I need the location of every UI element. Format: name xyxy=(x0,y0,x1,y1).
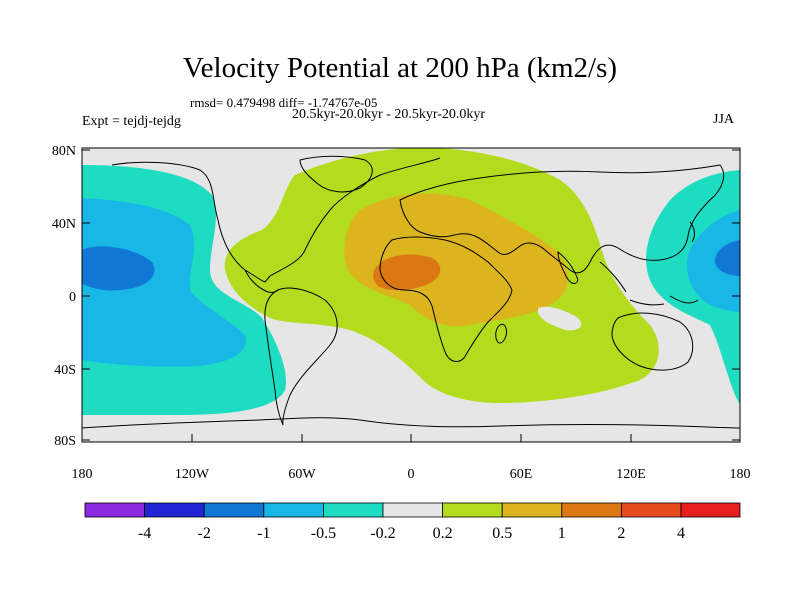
pacific-east-contour-mid xyxy=(686,210,740,312)
colorbar-box-10 xyxy=(680,502,741,518)
coast-eurasia xyxy=(399,164,725,274)
y-tick-label: 40S xyxy=(54,363,76,378)
coast-madagascar xyxy=(495,323,507,344)
colorbar-label: -0.5 xyxy=(311,525,336,542)
x-tick-label: 180 xyxy=(730,467,751,482)
coast-greenland xyxy=(299,155,373,193)
coast-australia xyxy=(611,312,694,371)
coastlines xyxy=(82,155,740,429)
africa-contour-mid xyxy=(344,193,568,327)
x-tick-label: 60W xyxy=(288,467,316,482)
x-tick-label: 60E xyxy=(510,467,533,482)
colorbar-box-1 xyxy=(144,502,205,518)
indian-ocean-contour-neutral xyxy=(538,306,582,331)
colorbar: -4 -2 -1 -0.5 -0.2 0.2 0.5 1 2 4 xyxy=(84,502,741,542)
y-tick-label: 40N xyxy=(52,217,76,232)
colorbar-label: -4 xyxy=(138,525,151,542)
colorbar-box-0 xyxy=(84,502,145,518)
colorbar-box-5 xyxy=(382,502,443,518)
x-tick-marks xyxy=(81,434,741,442)
coast-southeast-asia xyxy=(599,261,699,306)
coast-japan xyxy=(689,221,695,243)
colorbar-box-8 xyxy=(561,502,622,518)
colorbar-label: -2 xyxy=(198,525,211,542)
coast-north-america xyxy=(111,157,441,283)
contour-field xyxy=(82,148,740,442)
colorbar-box-7 xyxy=(501,502,563,518)
colorbar-box-4 xyxy=(322,502,384,518)
colorbar-label: -0.2 xyxy=(370,525,395,542)
coast-antarctica xyxy=(82,417,740,429)
period-line: 20.5kyr-20.0kyr - 20.5kyr-20.0kyr xyxy=(292,107,486,122)
colorbar-box-2 xyxy=(203,502,265,518)
plot-title: Velocity Potential at 200 hPa (km2/s) xyxy=(182,52,618,84)
colorbar-box-6 xyxy=(442,502,503,518)
x-tick-label: 120W xyxy=(175,467,210,482)
stats-line: rmsd= 0.479498 diff= -1.74767e-05 xyxy=(190,95,378,110)
colorbar-box-3 xyxy=(263,502,324,518)
colorbar-box-9 xyxy=(621,502,682,518)
experiment-label: Expt = tejdj-tejdg xyxy=(82,114,181,129)
x-tick-label: 120E xyxy=(616,467,646,482)
y-tick-label: 80N xyxy=(52,144,76,159)
x-tick-label: 0 xyxy=(408,467,415,482)
colorbar-label: 0.5 xyxy=(492,525,512,542)
colorbar-label: 0.2 xyxy=(433,525,453,542)
season-label: JJA xyxy=(713,112,735,127)
pacific-west-contour-strong xyxy=(82,246,155,291)
pacific-east-contour-strong xyxy=(714,240,740,276)
x-tick-label: 180 xyxy=(72,467,93,482)
coast-india xyxy=(557,250,579,284)
y-tick-marks xyxy=(82,149,740,441)
colorbar-label: -1 xyxy=(257,525,270,542)
colorbar-label: 1 xyxy=(558,525,566,542)
y-tick-label: 0 xyxy=(69,290,76,305)
colorbar-label: 4 xyxy=(677,525,685,542)
coast-africa xyxy=(379,236,513,362)
colorbar-label: 2 xyxy=(617,525,625,542)
y-tick-label: 80S xyxy=(54,434,76,449)
pacific-west-contour-mid xyxy=(82,198,246,367)
coast-south-america xyxy=(264,287,338,426)
africa-contour-strong xyxy=(373,254,441,291)
